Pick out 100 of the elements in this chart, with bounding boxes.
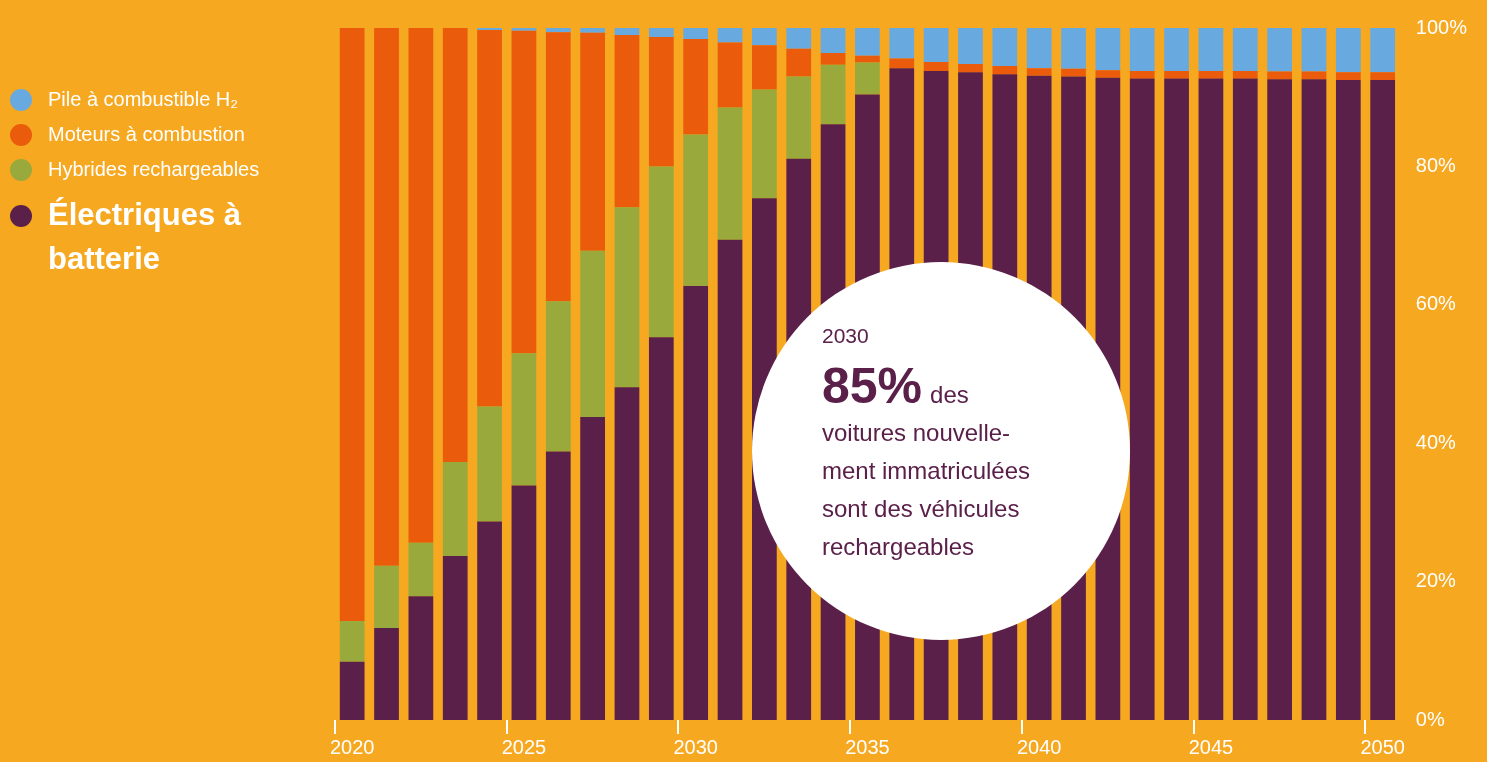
bar — [683, 39, 709, 135]
bar — [1370, 79, 1396, 720]
bar — [580, 32, 605, 251]
y-tick-label: 100% — [1415, 15, 1468, 38]
bar — [1232, 70, 1258, 79]
x-tick-label: 2020 — [329, 735, 375, 758]
bar — [374, 565, 399, 628]
bar — [1026, 28, 1052, 69]
bar — [545, 301, 571, 452]
y-tick-label: 80% — [1415, 153, 1457, 176]
bar — [614, 207, 640, 388]
bar — [717, 42, 743, 108]
bar — [855, 55, 880, 63]
bar — [477, 521, 502, 720]
bar — [1267, 71, 1292, 80]
bar — [1370, 28, 1396, 73]
bar — [683, 134, 709, 287]
bar — [580, 416, 605, 720]
annotation: 85% — [822, 358, 923, 414]
bar — [717, 28, 743, 43]
bar — [477, 406, 502, 522]
bar — [855, 62, 880, 95]
legend-label: Électriques à batterie — [48, 196, 242, 278]
bar — [1232, 78, 1258, 720]
bar — [1301, 28, 1327, 72]
bar — [511, 30, 537, 354]
bar — [1061, 28, 1086, 69]
bar — [339, 661, 365, 720]
bar — [1129, 28, 1155, 71]
bar — [408, 28, 434, 543]
bar — [442, 28, 468, 462]
x-tick-label: 2040 — [1016, 735, 1062, 758]
legend-label: Hybrides rechargeables — [48, 158, 260, 181]
bar — [683, 286, 709, 720]
x-tick-label: 2045 — [1188, 735, 1234, 758]
y-tick-label: 0% — [1415, 707, 1445, 730]
bar — [1129, 78, 1155, 720]
legend-label: Moteurs à combustion — [48, 123, 245, 146]
bar — [648, 166, 674, 338]
bar — [511, 28, 537, 31]
bar — [648, 337, 674, 720]
bar — [958, 63, 983, 73]
bar — [786, 28, 812, 49]
bar — [374, 627, 399, 720]
bar — [580, 28, 605, 33]
bar — [545, 451, 571, 720]
bar — [820, 64, 846, 125]
bar — [648, 37, 674, 167]
bar — [1164, 78, 1189, 720]
bar — [958, 28, 983, 64]
annotation: 2030 — [822, 324, 869, 348]
bar — [752, 89, 777, 199]
bar — [1198, 78, 1224, 720]
bar — [820, 28, 846, 53]
bar — [1301, 79, 1327, 720]
bar — [1164, 70, 1189, 79]
bar — [408, 596, 434, 720]
bar — [717, 239, 743, 720]
bar — [1335, 72, 1361, 80]
bar — [683, 28, 709, 40]
bar — [1267, 79, 1292, 720]
bar — [889, 28, 915, 59]
bar — [923, 61, 949, 71]
bar — [614, 28, 640, 35]
bar — [992, 28, 1018, 67]
bar — [408, 542, 434, 597]
bar — [1232, 28, 1258, 71]
bar — [992, 66, 1018, 75]
bar — [374, 28, 399, 566]
bar — [477, 28, 502, 31]
x-tick-label: 2050 — [1360, 735, 1405, 758]
bar — [1335, 79, 1361, 720]
bar — [545, 32, 571, 302]
bar — [580, 250, 605, 417]
x-tick-label: 2025 — [501, 735, 547, 758]
bar — [1061, 68, 1086, 77]
bar — [889, 58, 915, 69]
bar — [511, 353, 537, 486]
bar — [1267, 28, 1292, 72]
bar — [1026, 68, 1052, 76]
bar — [717, 107, 743, 240]
legend-label: Pile à combustible H₂ — [48, 88, 239, 111]
bar — [923, 28, 949, 62]
bar — [786, 48, 812, 77]
bar — [1198, 28, 1224, 71]
bar — [1335, 28, 1361, 73]
bar — [752, 45, 777, 90]
y-tick-label: 40% — [1415, 430, 1457, 453]
bar — [511, 485, 537, 720]
bar — [752, 28, 777, 46]
bar — [545, 28, 571, 33]
bar — [1095, 70, 1121, 78]
bar — [1129, 70, 1155, 79]
bar — [339, 28, 365, 622]
bar — [855, 28, 880, 56]
bar — [442, 556, 468, 720]
bar — [1095, 28, 1121, 71]
bar — [1164, 28, 1189, 71]
bar — [614, 34, 640, 208]
bar — [1198, 70, 1224, 79]
